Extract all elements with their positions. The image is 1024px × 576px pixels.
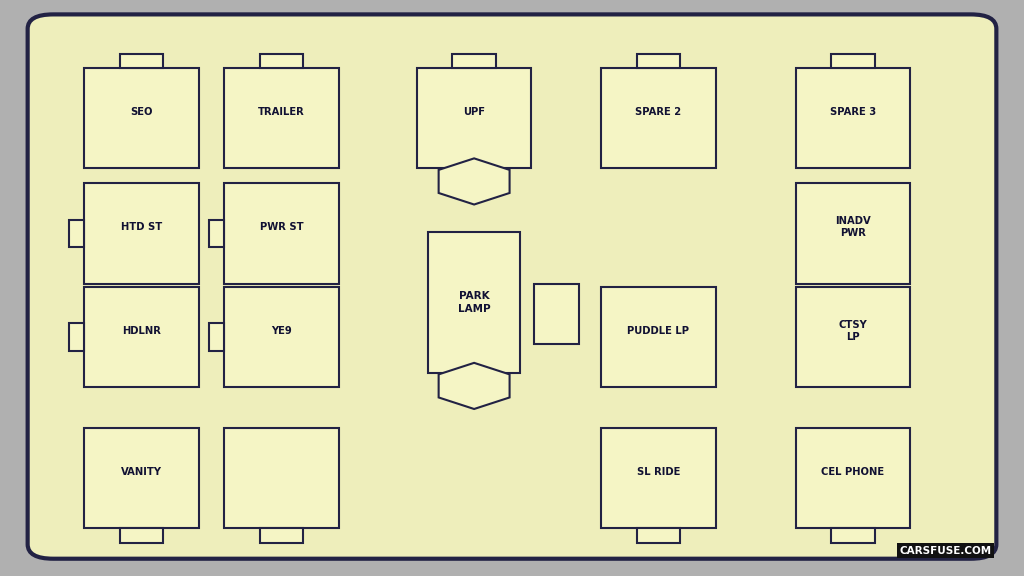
Text: SPARE 2: SPARE 2	[635, 107, 682, 117]
Bar	[796, 68, 910, 169]
Text: SEO: SEO	[130, 107, 153, 117]
Bar	[601, 287, 716, 387]
Bar	[120, 529, 163, 543]
Bar	[601, 427, 716, 529]
Bar	[209, 219, 224, 247]
Text: SPARE 3: SPARE 3	[829, 107, 877, 117]
Bar	[260, 54, 303, 67]
Bar	[796, 183, 910, 284]
Bar	[534, 283, 579, 344]
Bar	[260, 529, 303, 543]
Bar	[84, 287, 199, 387]
Text: CEL PHONE: CEL PHONE	[821, 467, 885, 477]
Text: UPF: UPF	[463, 107, 485, 117]
FancyBboxPatch shape	[28, 14, 996, 559]
Bar	[428, 232, 520, 373]
Bar	[796, 427, 910, 529]
Bar	[69, 219, 84, 247]
Bar	[831, 529, 874, 543]
Polygon shape	[438, 363, 510, 409]
Text: CTSY
LP: CTSY LP	[839, 320, 867, 342]
Text: CARSFUSE.COM: CARSFUSE.COM	[899, 546, 991, 556]
Text: HDLNR: HDLNR	[122, 326, 161, 336]
Bar	[224, 68, 339, 169]
Bar	[453, 54, 496, 67]
Text: PARK
LAMP: PARK LAMP	[458, 291, 490, 314]
Text: VANITY: VANITY	[121, 467, 162, 477]
Polygon shape	[438, 158, 510, 204]
Bar	[224, 183, 339, 284]
Bar	[601, 68, 716, 169]
Bar	[417, 68, 531, 169]
Bar	[84, 427, 199, 529]
Bar	[120, 54, 163, 67]
Bar	[224, 427, 339, 529]
Text: TRAILER: TRAILER	[258, 107, 305, 117]
Text: YE9: YE9	[271, 326, 292, 336]
Bar	[84, 183, 199, 284]
Bar	[224, 287, 339, 387]
Bar	[84, 68, 199, 169]
Text: PWR ST: PWR ST	[260, 222, 303, 232]
Bar	[637, 529, 680, 543]
Text: SL RIDE: SL RIDE	[637, 467, 680, 477]
Text: INADV
PWR: INADV PWR	[836, 216, 870, 238]
Bar	[831, 54, 874, 67]
Bar	[209, 323, 224, 351]
Bar	[637, 54, 680, 67]
Bar	[796, 287, 910, 387]
Text: PUDDLE LP: PUDDLE LP	[628, 326, 689, 336]
Bar	[69, 323, 84, 351]
Text: HTD ST: HTD ST	[121, 222, 162, 232]
